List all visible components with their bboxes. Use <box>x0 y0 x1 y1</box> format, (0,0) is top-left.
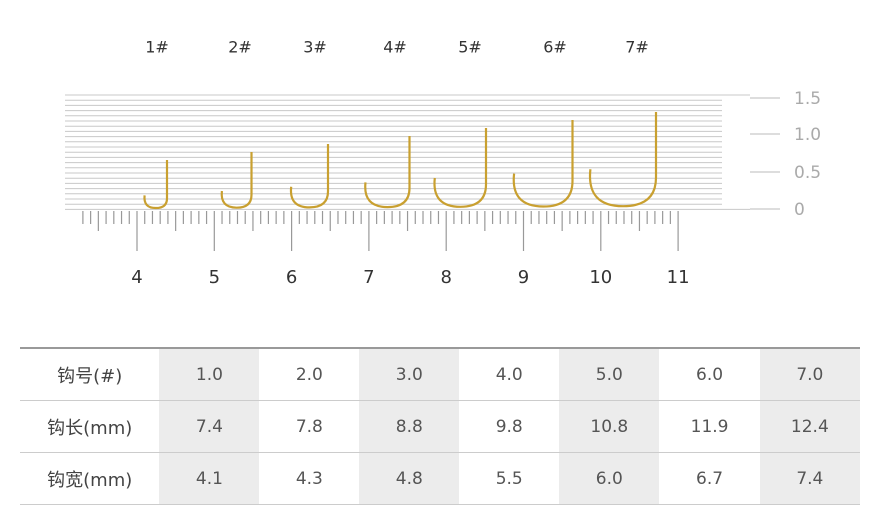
hook-label: 3# <box>303 38 327 57</box>
table-cell: 7.4 <box>159 400 260 453</box>
table-cell: 9.8 <box>459 400 560 453</box>
table-cell: 4.1 <box>159 452 260 505</box>
table-cell: 7.4 <box>759 452 860 505</box>
ruler-label: 10 <box>589 267 612 288</box>
hook <box>512 120 574 208</box>
hook-label: 5# <box>458 38 482 57</box>
table-row: 钩长(mm) 7.4 7.8 8.8 9.8 10.8 11.9 12.4 <box>20 400 860 453</box>
spec-table: 钩号(#) 1.0 2.0 3.0 4.0 5.0 6.0 7.0 钩长(mm) 7.4 7.8 8.… <box>20 347 860 505</box>
table-cell: 6.7 <box>659 452 760 505</box>
table-cell: 4.8 <box>359 452 460 505</box>
table-cell: 5.5 <box>459 452 560 505</box>
ruler-label: 9 <box>518 267 529 288</box>
scale-label: 1.0 <box>794 125 821 145</box>
hook-label: 4# <box>383 38 407 57</box>
ruler-label: 4 <box>131 267 142 288</box>
hook-label: 2# <box>228 38 252 57</box>
table-cell: 2.0 <box>259 348 360 401</box>
hook <box>220 152 253 209</box>
table-cell: 5.0 <box>559 348 660 401</box>
hook <box>588 112 658 208</box>
row-header: 钩号(#) <box>20 348 160 401</box>
table-cell: 12.4 <box>759 400 860 453</box>
table-cell: 6.0 <box>659 348 760 401</box>
table-cell: 7.8 <box>259 400 360 453</box>
ruler-label: 6 <box>286 267 297 288</box>
table-cell: 4.3 <box>259 452 360 505</box>
ruler-label: 5 <box>209 267 220 288</box>
scale-label: 0 <box>794 200 805 220</box>
table-cell: 10.8 <box>559 400 660 453</box>
hook-label: 1# <box>145 38 169 57</box>
table-cell: 11.9 <box>659 400 760 453</box>
row-header: 钩宽(mm) <box>20 452 160 505</box>
table-row: 钩宽(mm) 4.1 4.3 4.8 5.5 6.0 6.7 7.4 <box>20 452 860 505</box>
table-cell: 6.0 <box>559 452 660 505</box>
ruler-figure: 1.5 1.0 0.5 0 4 5 6 7 8 9 10 11 1# 2# 3# 4# 5# 6# 7# <box>65 38 821 288</box>
table-cell: 3.0 <box>359 348 460 401</box>
ruler-label: 7 <box>363 267 374 288</box>
table-cell: 4.0 <box>459 348 560 401</box>
scale-label: 1.5 <box>794 89 821 109</box>
ruler-label: 11 <box>667 267 690 288</box>
scale-label: 0.5 <box>794 163 821 183</box>
row-header: 钩长(mm) <box>20 400 160 453</box>
hook <box>143 160 169 210</box>
hook <box>433 128 488 208</box>
table-row: 钩号(#) 1.0 2.0 3.0 4.0 5.0 6.0 7.0 <box>20 348 860 401</box>
ruler-label: 8 <box>440 267 451 288</box>
hook <box>364 136 411 209</box>
hook-label: 7# <box>625 38 649 57</box>
table-cell: 8.8 <box>359 400 460 453</box>
hook-label: 6# <box>543 38 567 57</box>
hook <box>289 144 330 209</box>
table-cell: 7.0 <box>759 348 860 401</box>
table-cell: 1.0 <box>159 348 260 401</box>
